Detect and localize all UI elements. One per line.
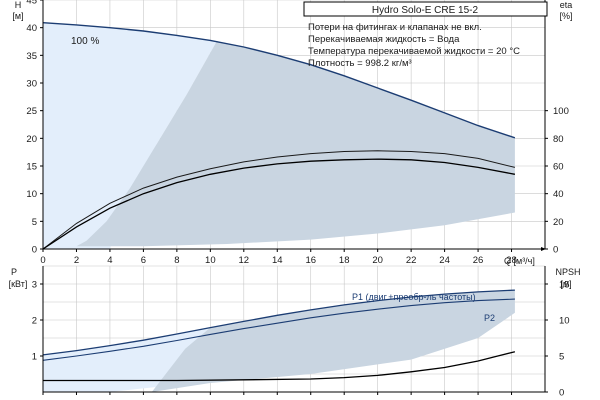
note-line-3: Температура перекачиваемой жидкости = 20… xyxy=(308,46,520,57)
x-axis-label: Q [м³/ч] xyxy=(504,256,535,266)
bottom-right-tick-label: 15 xyxy=(559,280,570,291)
top-left-tick-label: 30 xyxy=(26,79,37,90)
axis-layer: 0 2 4 6 8 10 12 14 16 18 20 22 24 26 28051015202530354… xyxy=(26,0,570,399)
p2-series-label: P2 xyxy=(484,313,495,323)
top-left-axis-label: H xyxy=(15,0,22,10)
bottom-left-tick-label: 2 xyxy=(32,316,37,327)
top-right-axis-unit: [%] xyxy=(559,11,572,21)
top-left-tick-label: 10 xyxy=(26,189,37,200)
x-tick-label: 2 xyxy=(74,255,79,266)
bottom-left-axis-label: P xyxy=(11,267,17,277)
x-tick-label: 20 xyxy=(372,255,383,266)
bottom-right-tick-label: 5 xyxy=(559,352,564,363)
x-tick-label: 10 xyxy=(205,255,216,266)
top-right-tick-label: 100 xyxy=(553,106,569,117)
head-curve xyxy=(42,22,516,139)
top-operating-region-light xyxy=(43,22,217,250)
top-right-tick-label: 80 xyxy=(553,134,564,145)
note-line-1: Потери на фитингах и клапанах не вкл. xyxy=(308,22,482,33)
top-left-tick-label: 25 xyxy=(26,106,37,117)
efficiency-curve-lower xyxy=(42,158,516,250)
top-left-tick-label: 45 xyxy=(26,0,37,7)
curve-layer xyxy=(42,22,516,382)
x-tick-label: 26 xyxy=(473,255,484,266)
x-tick-label: 22 xyxy=(406,255,417,266)
top-left-tick-label: 15 xyxy=(26,162,37,173)
x-tick-label: 8 xyxy=(174,255,179,266)
bottom-left-tick-label: 3 xyxy=(32,280,37,291)
p2-power-curve xyxy=(42,298,515,361)
efficiency-curve-upper xyxy=(42,150,516,250)
x-tick-label: 12 xyxy=(239,255,250,266)
title-box: Hydro Solo-E CRE 15-2 xyxy=(303,1,548,17)
percent-annotation: 100 % xyxy=(71,36,99,47)
bottom-left-tick-label: 1 xyxy=(32,352,37,363)
top-right-tick-label: 40 xyxy=(553,189,564,200)
x-tick-label: 24 xyxy=(439,255,450,266)
top-right-tick-label: 0 xyxy=(553,245,558,256)
x-tick-label: 14 xyxy=(272,255,283,266)
bottom-right-axis-label: NPSH xyxy=(555,267,580,277)
x-tick-label: 16 xyxy=(305,255,316,266)
top-left-tick-label: 5 xyxy=(32,217,37,228)
x-tick-label: 0 xyxy=(40,255,45,266)
title-box-border xyxy=(303,1,548,17)
x-tick-label: 18 xyxy=(339,255,350,266)
p1-series-label: P1 (двиг.+преобр-ль частоты) xyxy=(352,292,476,302)
label-layer: H [м] eta [%] P [кВт] NPSH [м] Q [м³/ч] … xyxy=(9,0,581,323)
bottom-right-tick-label: 0 xyxy=(559,388,564,399)
bottom-left-axis-unit: [кВт] xyxy=(9,279,28,289)
p1-power-curve xyxy=(42,289,515,356)
note-line-2: Перекачиваемая жидкость = Вода xyxy=(308,34,460,45)
x-tick-label: 6 xyxy=(141,255,146,266)
top-left-tick-label: 40 xyxy=(26,23,37,34)
note-line-4: Плотность = 998.2 кг/м³ xyxy=(308,58,412,69)
bottom-right-tick-label: 10 xyxy=(559,316,570,327)
top-right-tick-label: 20 xyxy=(553,217,564,228)
x-tick-label: 4 xyxy=(107,255,112,266)
bottom-operating-region-dark xyxy=(151,290,515,392)
x-axis-arrow xyxy=(541,247,546,251)
title-box-text: Hydro Solo-E CRE 15-2 xyxy=(372,5,479,16)
npsh-curve xyxy=(43,351,516,382)
bottom-right-axis-unit: [м] xyxy=(560,279,571,289)
top-right-tick-label: 60 xyxy=(553,162,564,173)
x-tick-label: 28 xyxy=(506,255,517,266)
top-operating-region-dark xyxy=(76,40,515,247)
top-left-tick-label: 0 xyxy=(32,245,37,256)
top-left-tick-label: 35 xyxy=(26,51,37,62)
top-right-axis-label: eta xyxy=(560,0,573,10)
operating-region-layer xyxy=(43,22,515,392)
top-left-axis-unit: [м] xyxy=(12,11,23,21)
top-left-tick-label: 20 xyxy=(26,134,37,145)
